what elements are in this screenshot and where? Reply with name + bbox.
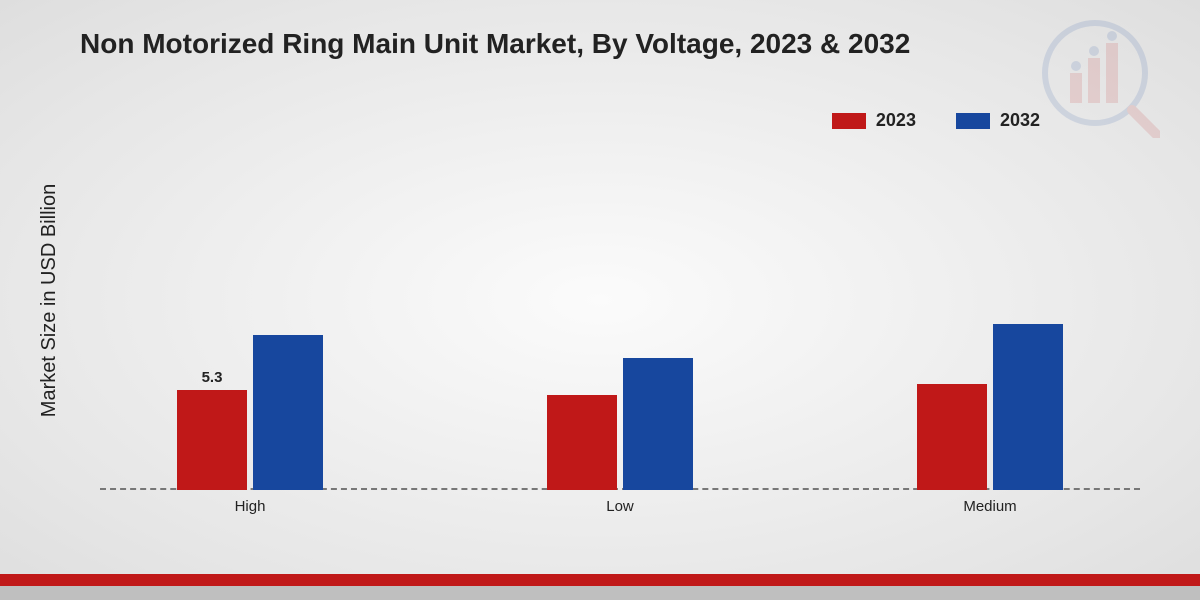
bar-value-label: 5.3 [177, 369, 247, 386]
plot-area: 5.3 High Low Medium [100, 150, 1140, 490]
footer-grey-bar [0, 586, 1200, 600]
legend-label-2032: 2032 [1000, 110, 1040, 131]
bar-high-2023: 5.3 [177, 390, 247, 490]
category-label-medium: Medium [963, 498, 1016, 515]
category-label-high: High [235, 498, 266, 515]
legend: 2023 2032 [832, 110, 1040, 131]
bar-high-2032 [253, 335, 323, 490]
bar-low-2032 [623, 358, 693, 490]
legend-label-2023: 2023 [876, 110, 916, 131]
legend-swatch-2023 [832, 113, 866, 129]
y-axis-label: Market Size in USD Billion [39, 183, 62, 416]
legend-item-2032: 2032 [956, 110, 1040, 131]
legend-swatch-2032 [956, 113, 990, 129]
chart-container: Non Motorized Ring Main Unit Market, By … [0, 0, 1200, 600]
chart-title: Non Motorized Ring Main Unit Market, By … [80, 28, 910, 60]
bar-medium-2023 [917, 384, 987, 490]
bar-medium-2032 [993, 324, 1063, 490]
brand-logo-icon [1040, 18, 1160, 138]
bar-low-2023 [547, 395, 617, 490]
bar-group-low: Low [530, 358, 710, 490]
legend-item-2023: 2023 [832, 110, 916, 131]
category-label-low: Low [606, 498, 634, 515]
bar-group-high: 5.3 High [160, 335, 340, 490]
footer-red-bar [0, 574, 1200, 586]
y-axis-label-wrap: Market Size in USD Billion [40, 0, 60, 600]
bar-group-medium: Medium [900, 324, 1080, 490]
